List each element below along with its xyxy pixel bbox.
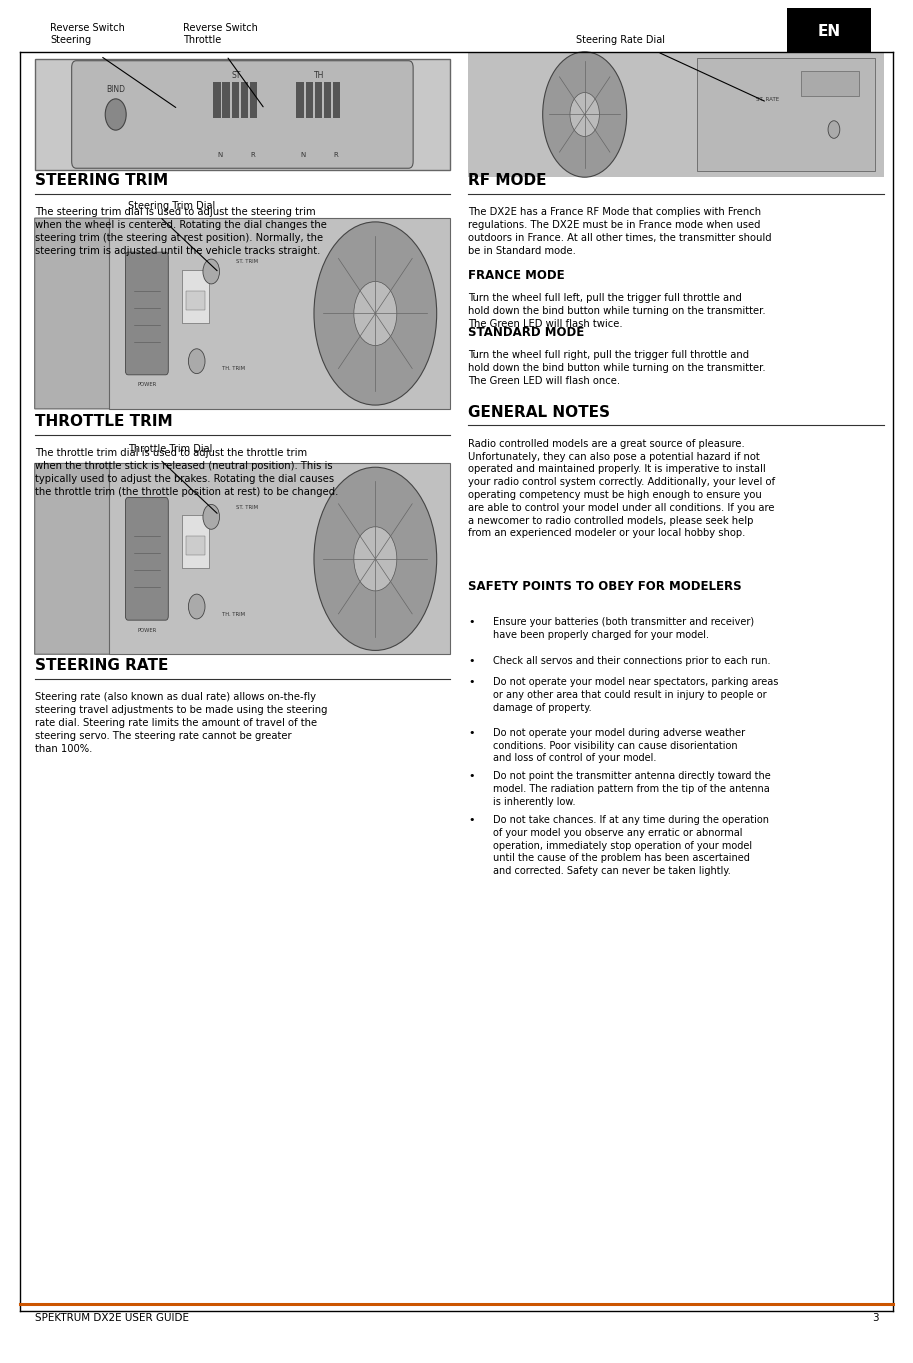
Circle shape — [542, 52, 626, 177]
Bar — [110, 218, 450, 409]
Bar — [315, 82, 322, 117]
Circle shape — [354, 526, 397, 592]
Text: ST. TRIM: ST. TRIM — [236, 504, 258, 510]
Text: R: R — [250, 151, 255, 158]
Text: RF MODE: RF MODE — [468, 173, 547, 188]
Text: STEERING TRIM: STEERING TRIM — [35, 173, 168, 188]
Bar — [333, 82, 341, 117]
Text: N: N — [217, 151, 222, 158]
Text: ST: ST — [232, 71, 241, 80]
Text: Reverse Switch
Throttle: Reverse Switch Throttle — [183, 23, 257, 45]
Text: N: N — [300, 151, 305, 158]
Bar — [232, 82, 239, 117]
Text: ST. RATE: ST. RATE — [756, 97, 779, 102]
Text: •: • — [468, 677, 475, 687]
Circle shape — [314, 468, 436, 650]
Text: Do not take chances. If at any time during the operation
of your model you obser: Do not take chances. If at any time duri… — [493, 815, 769, 876]
Bar — [110, 463, 450, 654]
Bar — [468, 52, 884, 177]
FancyBboxPatch shape — [125, 497, 168, 620]
Text: Steering Trim Dial: Steering Trim Dial — [128, 202, 215, 211]
Bar — [250, 82, 257, 117]
Text: 3: 3 — [872, 1313, 878, 1323]
Circle shape — [570, 93, 599, 136]
Circle shape — [188, 594, 205, 619]
Text: Reverse Switch
Steering: Reverse Switch Steering — [50, 23, 125, 45]
Text: Steering Rate Dial: Steering Rate Dial — [576, 35, 666, 45]
Text: •: • — [468, 656, 475, 665]
Text: BIND: BIND — [106, 86, 125, 94]
Bar — [801, 71, 859, 95]
Text: POWER: POWER — [137, 627, 156, 632]
Polygon shape — [35, 463, 139, 654]
Bar — [186, 536, 205, 555]
Text: The steering trim dial is used to adjust the steering trim
when the wheel is cen: The steering trim dial is used to adjust… — [35, 207, 327, 256]
Text: •: • — [468, 728, 475, 737]
Text: Radio controlled models are a great source of pleasure.
Unfortunately, they can : Radio controlled models are a great sour… — [468, 439, 775, 538]
FancyBboxPatch shape — [125, 252, 168, 375]
Bar — [324, 82, 331, 117]
Text: SAFETY POINTS TO OBEY FOR MODELERS: SAFETY POINTS TO OBEY FOR MODELERS — [468, 579, 742, 593]
Text: •: • — [468, 815, 475, 825]
Text: The DX2E has a France RF Mode that complies with French
regulations. The DX2E mu: The DX2E has a France RF Mode that compl… — [468, 207, 772, 256]
Text: THROTTLE TRIM: THROTTLE TRIM — [35, 414, 173, 429]
Text: SPEKTRUM DX2E USER GUIDE: SPEKTRUM DX2E USER GUIDE — [35, 1313, 189, 1323]
Circle shape — [354, 281, 397, 346]
Text: R: R — [333, 151, 338, 158]
Text: •: • — [468, 617, 475, 627]
Text: POWER: POWER — [137, 382, 156, 387]
Text: TH: TH — [314, 71, 324, 80]
Bar — [183, 270, 209, 323]
Bar — [35, 59, 450, 170]
Bar — [223, 82, 230, 117]
Circle shape — [314, 222, 436, 405]
Text: GENERAL NOTES: GENERAL NOTES — [468, 405, 611, 420]
Text: EN: EN — [817, 23, 841, 40]
Text: Check all servos and their connections prior to each run.: Check all servos and their connections p… — [493, 656, 771, 665]
Bar — [306, 82, 313, 117]
Bar — [183, 515, 209, 568]
Text: •: • — [468, 771, 475, 781]
Circle shape — [828, 121, 840, 138]
Bar — [35, 463, 450, 654]
FancyBboxPatch shape — [71, 61, 413, 168]
Circle shape — [203, 259, 219, 284]
Text: Turn the wheel full right, pull the trigger full throttle and
hold down the bind: Turn the wheel full right, pull the trig… — [468, 350, 766, 386]
Text: Do not operate your model near spectators, parking areas
or any other area that : Do not operate your model near spectator… — [493, 677, 779, 713]
Bar — [241, 82, 248, 117]
Bar — [35, 218, 450, 409]
Text: Turn the wheel full left, pull the trigger full throttle and
hold down the bind : Turn the wheel full left, pull the trigg… — [468, 293, 766, 328]
Text: TH. TRIM: TH. TRIM — [222, 367, 245, 371]
Text: Throttle Trim Dial: Throttle Trim Dial — [128, 444, 212, 454]
Text: Steering rate (also known as dual rate) allows on-the-fly
steering travel adjust: Steering rate (also known as dual rate) … — [35, 692, 327, 754]
Text: STANDARD MODE: STANDARD MODE — [468, 326, 584, 339]
Circle shape — [203, 504, 219, 529]
Text: FRANCE MODE: FRANCE MODE — [468, 269, 565, 282]
Text: ST. TRIM: ST. TRIM — [236, 259, 258, 264]
Text: STEERING RATE: STEERING RATE — [35, 658, 168, 673]
Circle shape — [105, 99, 126, 129]
Circle shape — [188, 349, 205, 373]
Bar — [186, 290, 205, 309]
Bar — [697, 59, 876, 170]
Text: TH. TRIM: TH. TRIM — [222, 612, 245, 616]
Text: Ensure your batteries (both transmitter and receiver)
have been properly charged: Ensure your batteries (both transmitter … — [493, 617, 754, 641]
Text: Do not point the transmitter antenna directly toward the
model. The radiation pa: Do not point the transmitter antenna dir… — [493, 771, 771, 807]
Polygon shape — [35, 218, 139, 409]
Text: Do not operate your model during adverse weather
conditions. Poor visibility can: Do not operate your model during adverse… — [493, 728, 745, 763]
Bar — [787, 8, 871, 55]
Text: The throttle trim dial is used to adjust the throttle trim
when the throttle sti: The throttle trim dial is used to adjust… — [35, 448, 338, 497]
Bar — [297, 82, 304, 117]
Bar — [214, 82, 221, 117]
